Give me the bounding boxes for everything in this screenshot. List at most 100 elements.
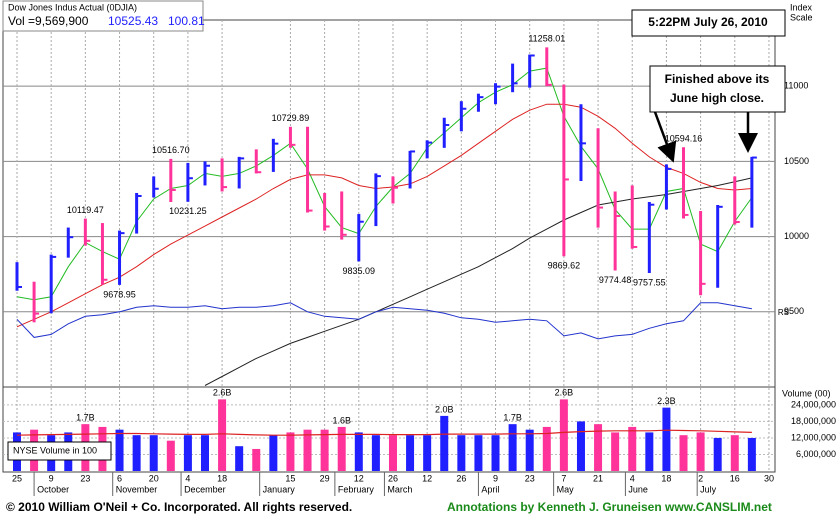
low-label: 9869.62	[548, 261, 581, 271]
volume-bar	[576, 421, 585, 471]
volume-bar	[371, 435, 380, 471]
low-label: 9774.48	[599, 275, 632, 285]
price-panel	[2, 19, 776, 388]
volume-bar	[286, 432, 295, 471]
x-tick-label: 18	[217, 473, 227, 483]
header-title: Dow Jones Indus Actual (0DJIA)	[8, 2, 137, 12]
volume-tick-label: 18,000,000	[791, 416, 836, 426]
x-tick-label: 12	[422, 473, 432, 483]
volume-bar	[235, 446, 244, 471]
volume-tick-label: 24,000,000	[791, 399, 836, 409]
volume-bar	[594, 424, 603, 471]
month-label: November	[116, 484, 158, 494]
volume-bar	[166, 440, 175, 471]
timestamp: 5:22PM July 26, 2010	[648, 15, 768, 29]
y-tick-label: 11000	[784, 81, 808, 91]
x-tick-label: 7	[561, 473, 566, 483]
month-label: July	[700, 484, 717, 494]
volume-label: 2.0B	[435, 404, 454, 414]
x-tick-label: 15	[285, 473, 295, 483]
low-label: 10231.25	[169, 206, 207, 216]
volume-label: 2.3B	[657, 396, 676, 406]
volume-bar	[457, 435, 466, 471]
volume-axis-label: Volume (00)	[782, 388, 831, 398]
volume-bar	[628, 426, 637, 471]
volume-bar	[269, 435, 278, 471]
volume-bar	[542, 426, 551, 471]
volume-bar	[200, 435, 209, 471]
x-tick-label: 26	[388, 473, 398, 483]
month-label: June	[628, 484, 648, 494]
month-label: March	[387, 484, 412, 494]
volume-bar	[132, 435, 141, 471]
y-tick-label: 10000	[784, 231, 809, 241]
y-tick-label: 9500	[784, 306, 804, 316]
moving-average	[16, 103, 752, 328]
volume-label: 1.7B	[76, 413, 95, 423]
volume-bar	[320, 429, 329, 471]
volume-label: 2.6B	[555, 388, 574, 398]
x-tick-label: 26	[456, 473, 466, 483]
volume-label: 1.6B	[332, 415, 351, 425]
copyright: © 2010 William O'Neil + Co. Incorporated…	[6, 500, 352, 514]
header-volume: Vol =9,569,900	[8, 14, 89, 28]
volume-bar	[440, 415, 449, 471]
volume-label: 2.6B	[213, 388, 232, 398]
x-tick-label: 9	[493, 473, 498, 483]
low-label: 9835.09	[343, 266, 376, 276]
month-label: April	[481, 484, 499, 494]
x-tick-label: 23	[80, 473, 90, 483]
arrow	[653, 111, 677, 163]
x-tick-label: 12	[354, 473, 364, 483]
y-tick-label: 10500	[784, 156, 809, 166]
x-tick-label: 30	[764, 473, 774, 483]
volume-bar	[218, 399, 227, 471]
volume-bar	[115, 429, 124, 471]
volume-label: 1.7B	[503, 413, 522, 423]
low-label: 9757.55	[633, 277, 666, 287]
volume-bar	[406, 435, 415, 471]
low-label: 9678.95	[103, 289, 136, 299]
annotation-text: Finished above its	[665, 72, 770, 86]
timestamp-box	[631, 9, 786, 37]
x-tick-label: 9	[49, 473, 54, 483]
volume-bar	[611, 432, 620, 471]
moving-average	[204, 177, 753, 386]
x-tick-label: 20	[149, 473, 159, 483]
x-tick-label: 6	[117, 473, 122, 483]
volume-average	[16, 429, 752, 436]
volume-bar	[303, 429, 312, 471]
volume-bar	[525, 429, 534, 471]
high-label: 10594.16	[665, 134, 703, 144]
volume-bar	[183, 435, 192, 471]
x-tick-label: 16	[730, 473, 740, 483]
x-tick-label: 4	[630, 473, 635, 483]
x-tick-label: 25	[12, 473, 22, 483]
volume-bar	[679, 435, 688, 471]
high-label: 10729.89	[272, 113, 310, 123]
rs-line	[16, 302, 752, 340]
moving-average	[16, 67, 753, 301]
volume-bar	[696, 432, 705, 471]
volume-tick-label: 12,000,000	[791, 432, 836, 442]
volume-bar	[747, 437, 756, 471]
volume-bar	[423, 435, 432, 471]
x-tick-label: 2	[698, 473, 703, 483]
volume-bar	[645, 432, 654, 471]
high-label: 10516.70	[152, 145, 190, 155]
volume-bar	[149, 435, 158, 471]
volume-bar	[252, 448, 261, 471]
month-label: October	[37, 484, 69, 494]
month-label: January	[263, 484, 296, 494]
x-tick-label: 23	[525, 473, 535, 483]
header-close: 10525.43	[108, 14, 158, 28]
volume-bar	[388, 435, 397, 471]
x-tick-label: 21	[593, 473, 603, 483]
rs-label: RS	[778, 308, 789, 317]
month-label: February	[338, 484, 375, 494]
scale-label: Scale	[790, 12, 813, 22]
x-tick-label: 4	[185, 473, 190, 483]
month-label: May	[557, 484, 575, 494]
volume-bar	[730, 435, 739, 471]
credit: Annotations by Kenneth J. Gruneisen www.…	[447, 500, 772, 514]
